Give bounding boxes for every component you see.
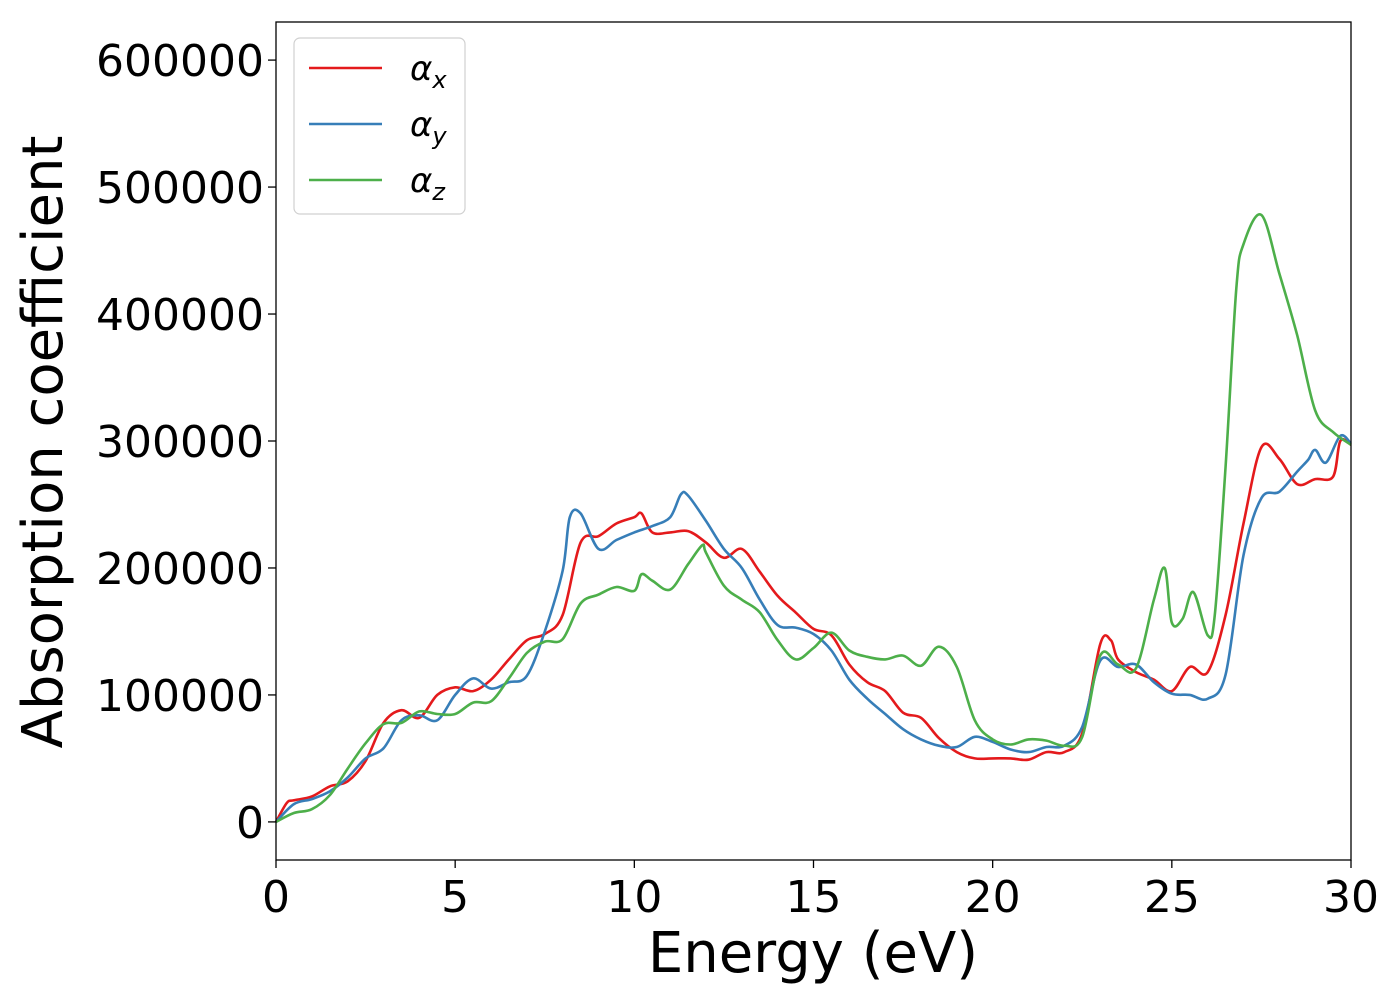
- legend-label-sub: x: [431, 66, 447, 94]
- legend-label-sub: z: [431, 178, 446, 206]
- x-tick-label: 10: [606, 872, 662, 923]
- legend-label-base: α: [410, 161, 432, 201]
- legend-label-y: αy: [410, 105, 447, 150]
- legend-label-sub: y: [431, 122, 447, 150]
- x-axis: 0 5 10 15 20 25 30: [262, 860, 1379, 923]
- x-tick-label: 5: [441, 872, 469, 923]
- y-tick-label: 200000: [96, 544, 264, 595]
- x-tick-label: 30: [1323, 872, 1379, 923]
- y-tick-label: 300000: [96, 417, 264, 468]
- legend-label-z: αz: [410, 161, 446, 206]
- series-line-x: [274, 438, 1352, 823]
- series-line-y: [275, 433, 1352, 823]
- x-tick-label: 25: [1144, 872, 1200, 923]
- series-layer: [274, 213, 1352, 824]
- y-tick-label: 400000: [96, 290, 264, 341]
- x-tick-label: 20: [965, 872, 1021, 923]
- legend-label-base: α: [410, 49, 432, 89]
- x-tick-label: 15: [786, 872, 842, 923]
- y-axis: 0 100000 200000 300000 400000 500000 600000: [96, 36, 276, 849]
- x-tick-label: 0: [262, 872, 290, 923]
- series-line-z: [275, 213, 1352, 824]
- y-tick-label: 600000: [96, 36, 264, 87]
- legend-label-base: α: [410, 105, 432, 145]
- y-tick-label: 500000: [96, 163, 264, 214]
- y-axis-title: Absorption coefficient: [11, 136, 76, 749]
- y-tick-label: 100000: [96, 671, 264, 722]
- legend-label-x: αx: [410, 49, 447, 94]
- y-tick-label: 0: [236, 798, 264, 849]
- x-axis-title: Energy (eV): [648, 921, 978, 986]
- legend-box: [293, 37, 466, 215]
